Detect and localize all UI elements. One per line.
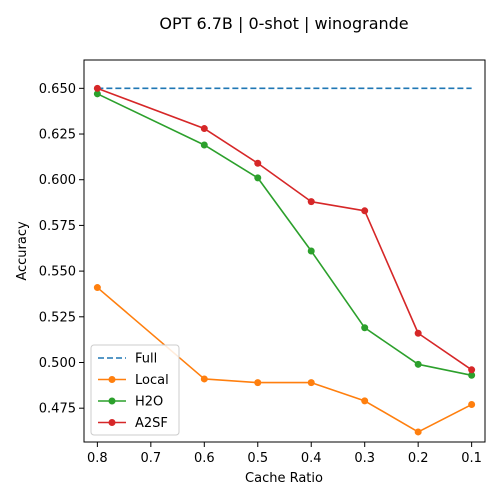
data-point-h2o: [414, 360, 422, 368]
legend-item-h2o: H2O: [98, 395, 163, 410]
x-tick-label: 0.2: [408, 451, 429, 466]
data-point-a2sf: [93, 84, 101, 92]
data-point-a2sf: [361, 207, 369, 215]
plot-frame: [83, 59, 486, 443]
y-tick-label: 0.650: [39, 82, 76, 97]
data-point-local: [93, 284, 101, 292]
data-point-local: [361, 397, 369, 405]
legend-marker-h2o: [108, 397, 116, 405]
y-tick-label: 0.475: [39, 402, 76, 417]
data-point-a2sf: [414, 329, 422, 337]
data-point-a2sf: [200, 125, 208, 133]
legend-label-local: Local: [135, 373, 169, 388]
x-axis-label: Cache Ratio: [245, 471, 323, 486]
y-tick-label: 0.500: [39, 356, 76, 371]
data-point-h2o: [93, 90, 101, 98]
x-tick-label: 0.4: [301, 451, 322, 466]
legend-label-a2sf: A2SF: [135, 416, 168, 431]
legend-marker-a2sf: [108, 419, 116, 426]
data-point-a2sf: [307, 198, 315, 206]
y-tick-label: 0.600: [39, 173, 76, 188]
chart-title: OPT 6.7B | 0-shot | winogrande: [159, 14, 408, 33]
data-point-local: [414, 428, 422, 436]
legend: Full Local H2O A2SF: [90, 344, 180, 436]
x-tick-label: 0.6: [194, 451, 215, 466]
data-point-local: [468, 401, 476, 409]
y-tick-label: 0.525: [39, 310, 76, 325]
legend-label-h2o: H2O: [135, 395, 163, 410]
data-point-a2sf: [468, 366, 476, 374]
x-axis: 0.8 0.7 0.6 0.5 0.4 0.3 0.2 0.1: [87, 442, 482, 466]
x-tick-label: 0.8: [87, 451, 108, 466]
data-point-local: [254, 379, 262, 387]
legend-marker-local: [108, 376, 116, 383]
plot-area: [93, 84, 476, 436]
x-tick-label: 0.3: [354, 451, 375, 466]
data-point-h2o: [254, 174, 262, 182]
legend-item-a2sf: A2SF: [98, 416, 168, 431]
data-point-h2o: [200, 141, 208, 149]
y-axis: 0.475 0.500 0.525 0.550 0.575 0.600 0.625 0.650: [39, 82, 84, 417]
legend-label-full: Full: [135, 352, 157, 367]
x-tick-label: 0.1: [461, 451, 482, 466]
y-tick-label: 0.575: [39, 219, 76, 234]
data-point-local: [307, 379, 315, 387]
x-tick-label: 0.7: [140, 451, 161, 466]
y-axis-label: Accuracy: [15, 221, 30, 281]
data-point-local: [200, 375, 208, 383]
legend-box: [90, 344, 180, 436]
legend-item-local: Local: [98, 373, 169, 388]
data-point-a2sf: [254, 159, 262, 167]
data-point-h2o: [307, 247, 315, 255]
data-point-h2o: [468, 371, 476, 379]
legend-item-full: Full: [98, 352, 157, 367]
y-tick-label: 0.550: [39, 265, 76, 280]
x-tick-label: 0.5: [247, 451, 268, 466]
y-tick-label: 0.625: [39, 128, 76, 143]
data-point-h2o: [361, 324, 369, 332]
